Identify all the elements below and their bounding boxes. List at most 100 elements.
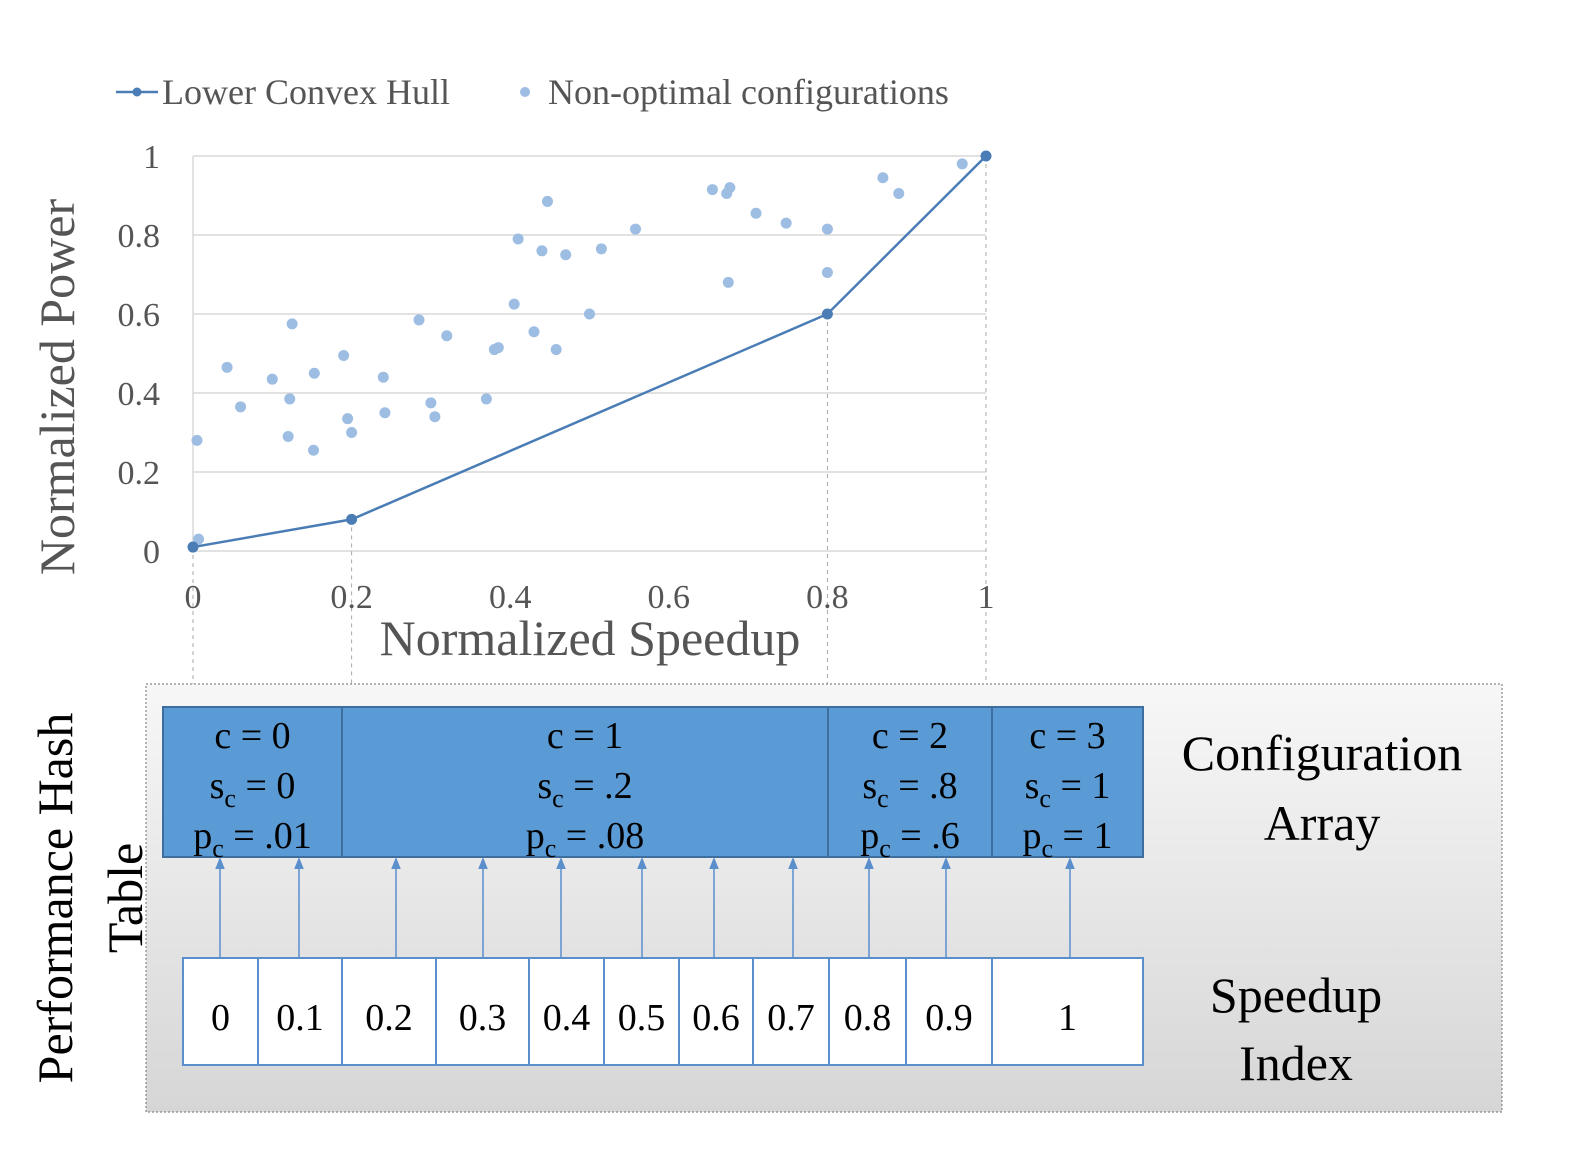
- speedup-index-label-line1: Speedup: [1210, 967, 1382, 1023]
- side-label-performance-hash: Performance Hash: [27, 713, 83, 1084]
- power-value: = .01: [224, 815, 312, 857]
- speedup-index-array: 0 0.1 0.2 0.3 0.4 0.5 0.6 0.7 0.8 0.9 1: [182, 957, 1144, 1066]
- speedup-index-value: 0.7: [767, 997, 815, 1039]
- scatter-point: [724, 182, 736, 194]
- speedup-prefix: s: [210, 765, 225, 807]
- scatter-point: [508, 298, 520, 310]
- power-subscript: c: [212, 834, 224, 863]
- power-value: = 1: [1053, 815, 1112, 857]
- scatter-point: [377, 371, 389, 383]
- power-prefix: p: [193, 815, 212, 857]
- speedup-index-cell: [828, 957, 907, 1066]
- scatter-point: [480, 393, 492, 405]
- configuration-array-label-line1: Configuration: [1182, 725, 1463, 781]
- scatter-point: [379, 407, 391, 419]
- config-cell: [991, 706, 1144, 858]
- y-tick-label: 0.2: [118, 455, 161, 492]
- performance-hash-table: Performance Hash Table c = 0sc = 0pc = .…: [27, 683, 1503, 1113]
- scatter-point: [193, 533, 205, 545]
- chart-grid: [192, 155, 986, 552]
- speedup-power-chart: 0 0.2 0.4 0.6 0.8 1 0 0.2 0.4 0.6 0.8 1 Normalized…: [29, 72, 995, 958]
- config-speedup-text: sc = .8: [862, 765, 957, 813]
- scatter-point: [308, 367, 320, 379]
- power-value: = .6: [891, 815, 960, 857]
- scatter-point: [893, 188, 905, 200]
- scatter-point: [441, 330, 453, 342]
- config-speedup-text: sc = 0: [210, 765, 296, 813]
- power-value: = .08: [556, 815, 644, 857]
- speedup-index-cell: [182, 957, 259, 1066]
- scatter-point: [536, 245, 548, 257]
- legend-points-label: Non-optimal configurations: [548, 72, 949, 112]
- y-tick-label: 0.4: [118, 376, 161, 413]
- hull-point: [187, 541, 199, 553]
- scatter-point: [342, 413, 354, 425]
- scatter-point: [528, 326, 540, 338]
- scatter-point: [266, 373, 278, 385]
- scatter-point: [877, 172, 889, 184]
- hull-point: [346, 513, 358, 525]
- scatter-point: [429, 411, 441, 423]
- speedup-index-cell: [991, 957, 1144, 1066]
- legend-points-marker: [520, 87, 530, 97]
- x-tick-labels: 0 0.2 0.4 0.6 0.8 1: [185, 579, 995, 616]
- config-cell: [341, 706, 829, 858]
- speedup-index-value: 0.1: [276, 997, 324, 1039]
- speedup-prefix: s: [1025, 765, 1040, 807]
- scatter-point: [284, 393, 296, 405]
- x-tick-label: 0.2: [330, 579, 373, 616]
- speedup-prefix: s: [862, 765, 877, 807]
- scatter-point: [286, 318, 298, 330]
- scatter-point: [221, 361, 233, 373]
- hull-point: [980, 150, 992, 162]
- speedup-index-cell: [528, 957, 605, 1066]
- legend-hull-label: Lower Convex Hull: [162, 72, 450, 112]
- y-tick-label: 0: [143, 534, 160, 571]
- speedup-index-cell: [257, 957, 343, 1066]
- config-speedup-text: sc = 1: [1025, 765, 1111, 813]
- x-tick-label: 0.8: [806, 579, 849, 616]
- scatter-point: [550, 344, 562, 356]
- speedup-index-value: 0.4: [543, 997, 591, 1039]
- y-tick-label: 0.6: [118, 297, 161, 334]
- speedup-prefix: s: [537, 765, 552, 807]
- hull-line: [192, 155, 987, 549]
- power-subscript: c: [1042, 834, 1054, 863]
- configuration-array-label-line2: Array: [1264, 795, 1381, 851]
- speedup-subscript: c: [877, 784, 889, 813]
- y-tick-label: 0.8: [118, 218, 161, 255]
- speedup-value: = .2: [564, 765, 633, 807]
- scatter-point: [750, 207, 762, 219]
- scatter-point: [595, 243, 607, 255]
- scatter-point: [413, 314, 425, 326]
- power-prefix: p: [1023, 815, 1042, 857]
- speedup-value: = 1: [1051, 765, 1110, 807]
- scatter-point: [584, 308, 595, 320]
- speedup-index-value: 0.3: [459, 997, 507, 1039]
- scatter-point: [338, 349, 350, 361]
- config-id-text: c = 0: [214, 715, 290, 757]
- scatter-point: [235, 401, 247, 413]
- speedup-subscript: c: [552, 784, 564, 813]
- scatter-point: [541, 195, 553, 207]
- speedup-index-cell: [752, 957, 830, 1066]
- config-id-text: c = 3: [1029, 715, 1105, 757]
- x-tick-label: 0: [185, 579, 202, 616]
- config-power-text: pc = .08: [526, 815, 644, 863]
- speedup-subscript: c: [1039, 784, 1051, 813]
- config-cell: [162, 706, 343, 858]
- scatter-point: [425, 397, 437, 409]
- power-prefix: p: [526, 815, 545, 857]
- speedup-index-value: 0.5: [618, 997, 666, 1039]
- speedup-index-value: 1: [1058, 997, 1077, 1039]
- scatter-point: [560, 249, 572, 261]
- speedup-index-cell: [603, 957, 680, 1066]
- speedup-index-value: 0.8: [844, 997, 892, 1039]
- configuration-array: c = 0sc = 0pc = .01c = 1sc = .2pc = .08c…: [162, 706, 1144, 863]
- lower-convex-hull: [187, 150, 992, 553]
- power-subscript: c: [879, 834, 891, 863]
- config-power-text: pc = .6: [860, 815, 959, 863]
- y-axis-title: Normalized Power: [29, 199, 85, 576]
- scatter-point: [308, 444, 320, 456]
